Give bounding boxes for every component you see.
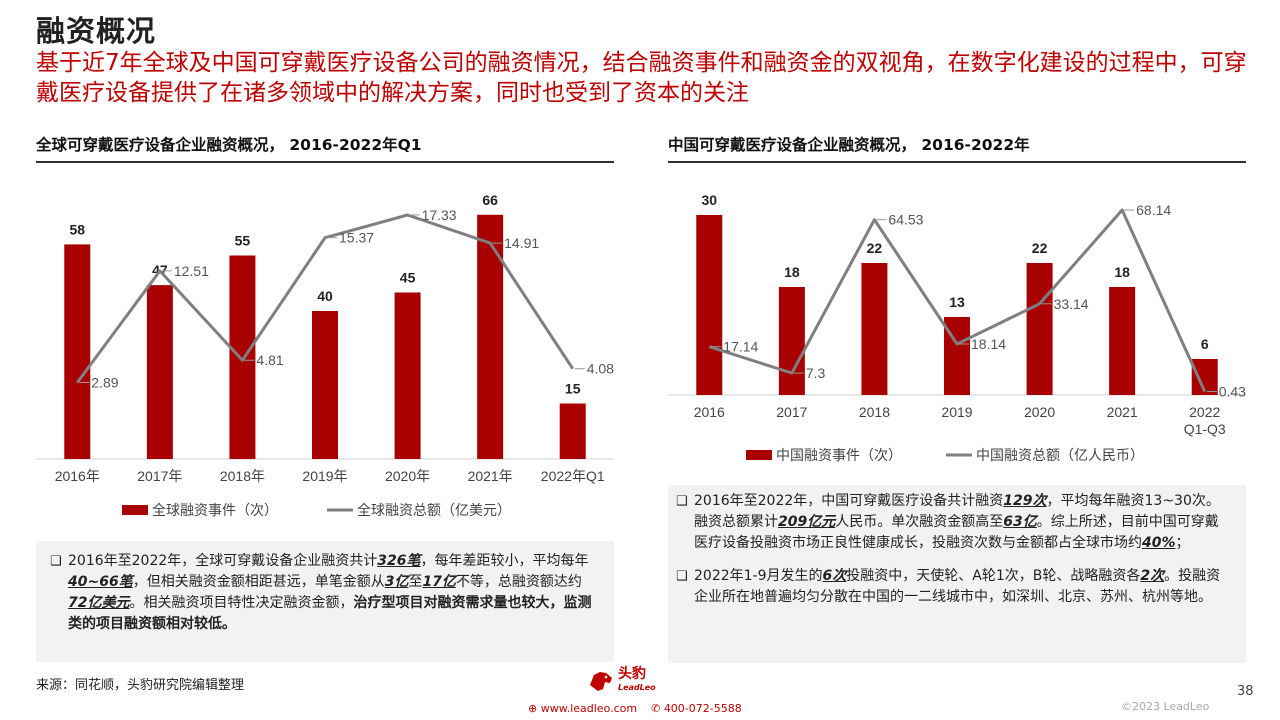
- phone-link[interactable]: ✆ 400-072-5588: [651, 702, 742, 715]
- x-tick-label: 2018: [859, 404, 890, 420]
- x-tick-label: 2016年: [55, 468, 100, 484]
- bar-value-label: 22: [1032, 240, 1048, 256]
- bar: [394, 292, 421, 459]
- x-tick-label: Q1-Q3: [1184, 421, 1226, 437]
- bar-value-label: 13: [949, 294, 965, 310]
- x-tick-label: 2021年: [468, 468, 513, 484]
- legend-line-label: 全球融资总额（亿美元）: [357, 502, 511, 518]
- copyright: ©2023 LeadLeo: [1121, 700, 1210, 713]
- line-series: [708, 208, 1207, 393]
- china-notes: ❑ 2016年至2022年，中国可穿戴医疗设备共计融资129次，平均每年融资13…: [668, 485, 1246, 663]
- bar: [778, 287, 805, 395]
- bar: [1109, 287, 1136, 395]
- source-note: 来源：同花顺，头豹研究院编辑整理: [36, 678, 245, 693]
- line-value-label: 2.89: [91, 375, 118, 391]
- website-link[interactable]: ⊕ www.leadleo.com: [528, 702, 638, 715]
- bullet-icon: ❑: [676, 569, 688, 584]
- globe-icon: ⊕: [528, 702, 541, 715]
- line-value-label: 4.08: [587, 361, 614, 377]
- bullet-icon: ❑: [676, 494, 688, 509]
- line-value-label: 68.14: [1136, 202, 1171, 218]
- x-tick-label: 2021: [1107, 404, 1138, 420]
- china-chart-title: 中国可穿戴医疗设备企业融资概况， 2016-2022年: [668, 133, 1246, 163]
- line-value-label: 15.37: [339, 230, 374, 246]
- line-value-label: 4.81: [256, 352, 283, 368]
- x-tick-label: 2019: [941, 404, 972, 420]
- x-tick-label: 2019年: [302, 468, 347, 484]
- line-value-label: 18.14: [971, 336, 1006, 352]
- line-value-label: 17.14: [723, 339, 758, 355]
- x-tick-label: 2016: [694, 404, 725, 420]
- x-tick-label: 2022: [1189, 404, 1220, 420]
- global-financing-chart: 582016年472017年552018年402019年452020年66202…: [36, 192, 614, 518]
- page-title: 融资概况: [36, 14, 157, 48]
- leopard-icon: [590, 672, 612, 691]
- legend-line-label: 中国融资总额（亿人民币）: [976, 447, 1144, 463]
- bar: [559, 403, 586, 459]
- bar-value-label: 30: [701, 192, 717, 208]
- bar-value-label: 55: [235, 233, 251, 249]
- phone-icon: ✆: [651, 702, 664, 715]
- leadleo-logo: 头豹 LeadLeo: [588, 667, 684, 695]
- bar: [146, 285, 173, 459]
- line-value-label: 17.33: [422, 207, 457, 223]
- china-note-item: ❑ 2016年至2022年，中国可穿戴医疗设备共计融资129次，平均每年融资13…: [676, 491, 1232, 554]
- x-tick-label: 2017: [776, 404, 807, 420]
- x-tick-label: 2022年Q1: [541, 468, 605, 484]
- line-value-label: 33.14: [1054, 296, 1089, 312]
- bar-value-label: 40: [317, 288, 333, 304]
- bar-value-label: 6: [1201, 336, 1209, 352]
- x-tick-label: 2018年: [220, 468, 265, 484]
- bar: [696, 215, 723, 395]
- footer-links: ⊕ www.leadleo.com ✆ 400-072-5588: [528, 702, 742, 715]
- bar: [229, 255, 256, 459]
- bar-value-label: 45: [400, 270, 416, 286]
- legend-bar-label: 中国融资事件（次）: [776, 447, 902, 463]
- china-note-item: ❑ 2022年1-9月发生的6次投融资中，天使轮、A轮1次，B轮、战略融资各2次…: [676, 566, 1232, 608]
- legend-bar-label: 全球融资事件（次）: [152, 502, 278, 518]
- china-financing-chart: 30 2016 18 2017 22 2018 13 2019 22 2020 18 2021 6 202…: [668, 192, 1246, 463]
- global-chart-title: 全球可穿戴医疗设备企业融资概况， 2016-2022年Q1: [36, 133, 614, 163]
- bar-value-label: 22: [867, 240, 883, 256]
- bar-value-label: 66: [482, 192, 498, 208]
- bar: [477, 214, 504, 459]
- x-tick-label: 2020年: [385, 468, 430, 484]
- page-subtitle: 基于近7年全球及中国可穿戴医疗设备公司的融资情况，结合融资事件和融资金的双视角，…: [36, 50, 1247, 106]
- bar: [312, 311, 338, 459]
- line-value-label: 7.3: [806, 365, 826, 381]
- page-number: 38: [1237, 684, 1254, 699]
- bar: [1026, 263, 1053, 395]
- line-value-label: 64.53: [888, 212, 923, 228]
- line-value-label: 0.43: [1219, 383, 1246, 399]
- bar: [861, 263, 888, 395]
- x-tick-label: 2020: [1024, 404, 1055, 420]
- bar-value-label: 58: [69, 221, 85, 237]
- bar: [64, 244, 91, 459]
- line-value-label: 12.51: [174, 263, 209, 279]
- bar-value-label: 18: [1114, 264, 1130, 280]
- line-series: [76, 213, 574, 384]
- x-tick-label: 2017年: [137, 468, 182, 484]
- legend-bar-swatch: [746, 450, 772, 460]
- bar-value-label: 15: [565, 381, 581, 397]
- legend-bar-swatch: [122, 505, 148, 515]
- bar-value-label: 18: [784, 264, 800, 280]
- global-notes: ❑ 2016年至2022年，全球可穿戴设备企业融资共计326笔，每年差距较小，平…: [36, 541, 614, 662]
- bullet-icon: ❑: [50, 554, 62, 569]
- global-note-item: ❑ 2016年至2022年，全球可穿戴设备企业融资共计326笔，每年差距较小，平…: [50, 551, 600, 635]
- line-value-label: 14.91: [504, 235, 539, 251]
